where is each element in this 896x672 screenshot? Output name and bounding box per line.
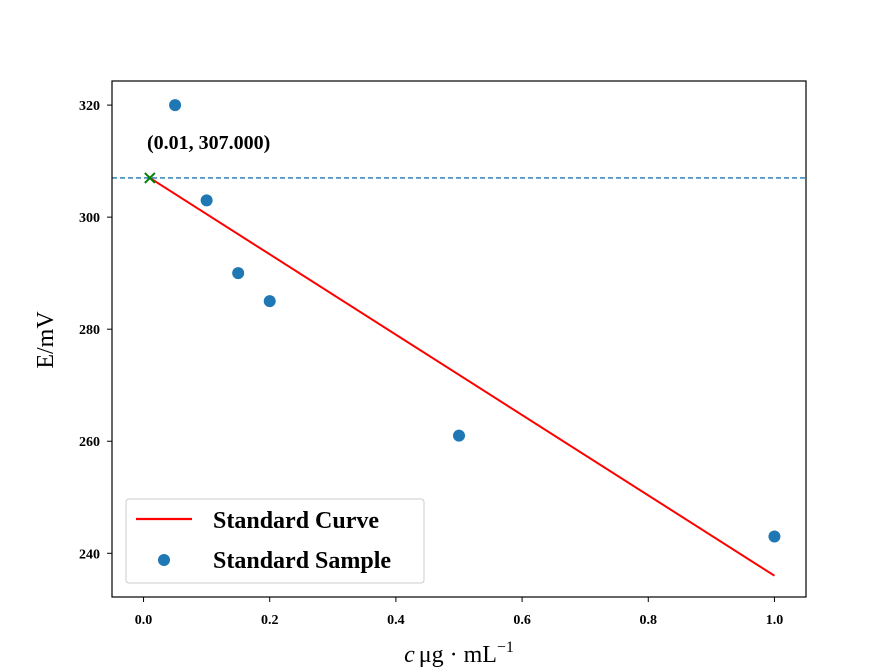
y-tick-label: 260 [79, 435, 100, 450]
y-axis-label: E/mV [33, 311, 59, 369]
x-tick-label: 0.6 [513, 613, 531, 628]
legend-marker-swatch [158, 554, 170, 566]
x-axis-label-exp: −1 [497, 639, 514, 656]
y-tick-label: 240 [79, 547, 100, 562]
x-axis-label-unit: μg · mL [419, 642, 497, 668]
x-axis-label: c μg · mL−1 [404, 639, 514, 668]
x-tick-label: 0.2 [261, 613, 279, 628]
annotation-label: (0.01, 307.000) [147, 132, 270, 154]
y-tick-label: 300 [79, 211, 100, 226]
x-tick-label: 0.8 [640, 613, 658, 628]
x-tick-label: 1.0 [766, 613, 784, 628]
legend-label-standard-curve: Standard Curve [213, 508, 379, 534]
sample-point [263, 295, 276, 308]
x-axis-label-var: c [404, 642, 415, 668]
sample-point [200, 194, 213, 207]
legend: Standard Curve Standard Sample [125, 498, 425, 584]
plot-frame [111, 80, 807, 598]
sample-point [169, 99, 182, 112]
y-tick-label: 280 [79, 323, 100, 338]
sample-point [453, 429, 465, 442]
legend-box [125, 498, 425, 584]
sample-point [232, 267, 245, 280]
standard-curve-line [149, 177, 775, 577]
x-tick-label: 0.4 [387, 613, 405, 628]
sample-point [768, 530, 781, 543]
legend-label-standard-sample: Standard Sample [213, 548, 391, 574]
y-tick-label: 320 [79, 99, 100, 114]
x-tick-label: 0.0 [135, 613, 153, 628]
intercept-marker [144, 172, 156, 184]
